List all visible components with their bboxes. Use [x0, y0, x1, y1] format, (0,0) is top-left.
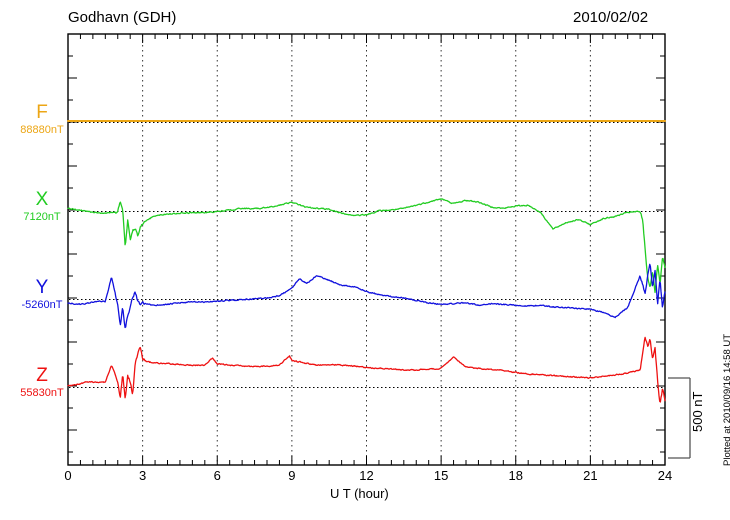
component-label-z: Z 55830nT	[12, 366, 72, 400]
observation-date: 2010/02/02	[573, 9, 649, 26]
vertical-gridlines	[142, 35, 591, 464]
component-symbol-z: Z	[36, 365, 48, 386]
x-tick-label-15: 15	[433, 468, 449, 483]
component-label-x: X 7120nT	[12, 190, 72, 224]
station-title: Godhavn (GDH)	[68, 9, 177, 26]
plotted-at-timestamp: Plotted at 2010/09/16 14:58 UT	[722, 333, 730, 466]
component-baseline-z: 55830nT	[20, 387, 64, 399]
component-label-y: Y -5260nT	[12, 278, 72, 312]
x-tick-label-6: 6	[213, 468, 221, 483]
component-traces	[67, 120, 666, 403]
x-tick-label-12: 12	[359, 468, 374, 483]
x-tick-label-24: 24	[657, 468, 673, 483]
component-symbol-x: X	[35, 189, 49, 210]
component-baselines	[69, 121, 664, 389]
component-symbol-f: F	[36, 102, 48, 123]
x-axis-label: U T (hour)	[330, 486, 389, 501]
scale-bar-label: 500 nT	[690, 391, 705, 432]
x-tick-label-0: 0	[64, 468, 72, 483]
x-tick-label-21: 21	[583, 468, 598, 483]
x-tick-label-9: 9	[288, 468, 296, 483]
axis-ticks	[67, 33, 666, 465]
scale-bar	[668, 377, 691, 459]
x-tick-label-3: 3	[139, 468, 147, 483]
component-label-f: F 88880nT	[12, 103, 72, 137]
component-symbol-y: Y	[35, 277, 49, 298]
component-baseline-x: 7120nT	[23, 211, 61, 223]
x-tick-label-18: 18	[508, 468, 523, 483]
component-baseline-f: 88880nT	[20, 124, 64, 136]
component-baseline-y: -5260nT	[21, 299, 63, 311]
